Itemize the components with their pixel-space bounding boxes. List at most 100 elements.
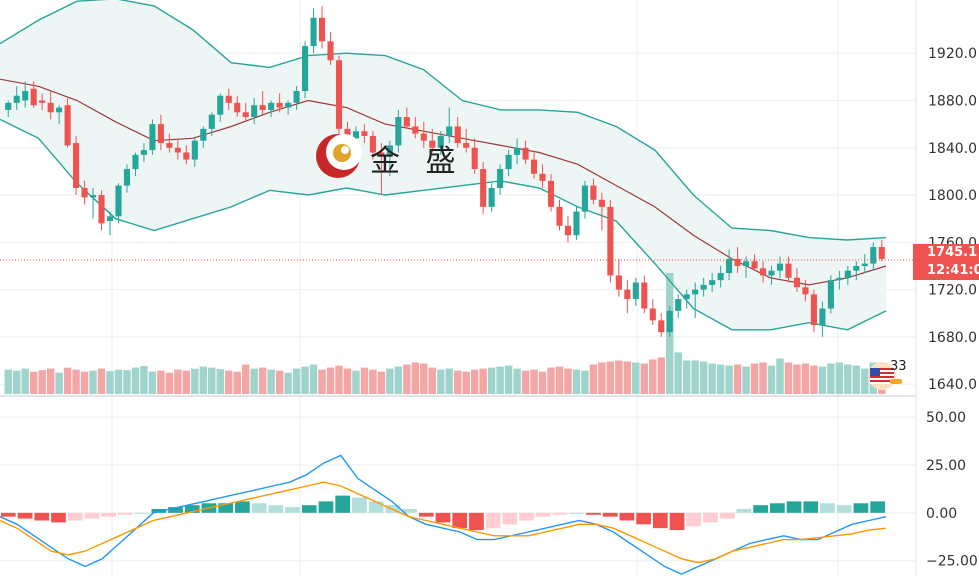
bollinger-lower-line: [0, 118, 887, 331]
candle-body: [47, 102, 54, 113]
price-tick-label: 1920.0: [928, 46, 977, 62]
macd-gridlines: [0, 416, 916, 562]
volume-bar: [106, 371, 114, 394]
macd-hist-bar: [703, 512, 718, 523]
candle-body: [870, 247, 877, 264]
candle-body: [208, 114, 215, 129]
bar-countdown: 12:41:0: [927, 263, 979, 278]
volume-bar: [589, 364, 598, 394]
volume-bar: [623, 361, 632, 394]
candle-body: [607, 206, 614, 276]
macd-hist-bar: [368, 501, 384, 513]
candle-body: [200, 128, 207, 141]
candle-body: [810, 294, 817, 326]
candle-body: [759, 268, 767, 276]
volume-bar: [564, 368, 572, 394]
macd-axis[interactable]: 50.00 25.00 0.00 −25.00: [926, 410, 978, 570]
candle-body: [22, 91, 29, 101]
volume-bar: [301, 366, 309, 394]
candle-body: [140, 150, 147, 155]
volume-bar: [292, 368, 301, 394]
candle-body: [403, 117, 410, 127]
volume-bar: [275, 370, 284, 394]
volume-bar: [258, 367, 267, 394]
volume-bar: [852, 365, 861, 394]
volume-bar: [174, 369, 182, 394]
macd-hist-bar: [335, 495, 351, 513]
volume-bar: [606, 361, 615, 394]
macd-hist-bar: [134, 512, 150, 514]
volume-bar: [818, 366, 827, 394]
price-tick-label: 1880.0: [928, 93, 977, 109]
volume-bar: [547, 367, 555, 394]
candle-body: [454, 126, 461, 144]
macd-hist-bar: [101, 512, 117, 517]
candle-body: [285, 102, 292, 108]
macd-hist-bar: [870, 501, 885, 513]
macd-hist-bar: [84, 512, 100, 519]
candle-body: [709, 280, 716, 285]
bollinger-upper-line: [0, 0, 887, 241]
macd-hist-bar: [535, 512, 551, 517]
volume-bar: [46, 368, 55, 394]
volume-bar: [394, 366, 403, 394]
candlestick-series[interactable]: [5, 5, 885, 337]
volume-bar: [801, 363, 810, 394]
candle-body: [39, 100, 46, 103]
volume-bar: [131, 367, 140, 394]
candle-body: [30, 88, 37, 106]
volume-bar: [21, 368, 29, 394]
candle-body: [615, 275, 622, 290]
volume-bar: [80, 371, 89, 394]
watermark: 金 盛: [312, 130, 456, 182]
volume-bar: [844, 364, 852, 394]
macd-hist-bar: [235, 501, 250, 513]
candle-body: [352, 131, 360, 139]
candle-body: [412, 126, 419, 134]
watermark-text: 金 盛: [370, 144, 464, 179]
macd-hist-bar: [218, 503, 234, 513]
corner-badge[interactable]: 33: [864, 359, 914, 391]
volume-bar: [657, 357, 665, 394]
candle-body: [64, 105, 71, 146]
candle-body: [522, 147, 529, 160]
macd-hist-bar: [418, 512, 434, 517]
volume-bar: [140, 366, 148, 394]
candle-body: [547, 180, 555, 207]
candle-body: [726, 258, 733, 274]
volume-bar: [343, 368, 352, 394]
volume-bar: [360, 367, 369, 394]
candle-body: [98, 195, 105, 224]
candle-body: [649, 308, 656, 321]
volume-bar: [191, 368, 199, 394]
candle-body: [310, 17, 317, 47]
us-flag-icon: [868, 362, 902, 390]
volume-bar: [250, 368, 258, 394]
volume-bar: [674, 352, 682, 394]
candle-body: [497, 169, 504, 188]
signal-line: [0, 481, 887, 564]
volume-bar: [479, 368, 487, 394]
volume-bar: [716, 364, 725, 394]
volume-bar: [428, 367, 437, 394]
candle-body: [13, 95, 20, 103]
macd-hist-bar: [686, 512, 702, 527]
volume-bar: [767, 365, 776, 394]
candle-body: [123, 169, 131, 186]
macd-hist-bar: [285, 507, 300, 513]
volume-bar: [453, 370, 462, 394]
candle-body: [675, 299, 682, 311]
volume-bar: [640, 363, 649, 394]
macd-hist-bar: [602, 512, 618, 517]
candle-body: [641, 282, 648, 309]
candle-body: [5, 102, 12, 110]
volume-bar: [810, 365, 818, 394]
candle-body: [624, 289, 631, 300]
candle-body: [89, 195, 97, 198]
macd-hist-bar: [1, 512, 16, 517]
volume-bar: [267, 369, 275, 394]
macd-hist-bar: [51, 512, 66, 523]
macd-hist-bar: [736, 509, 752, 513]
price-axis[interactable]: 1920.01880.01840.01800.01760.01720.01680…: [928, 46, 977, 393]
